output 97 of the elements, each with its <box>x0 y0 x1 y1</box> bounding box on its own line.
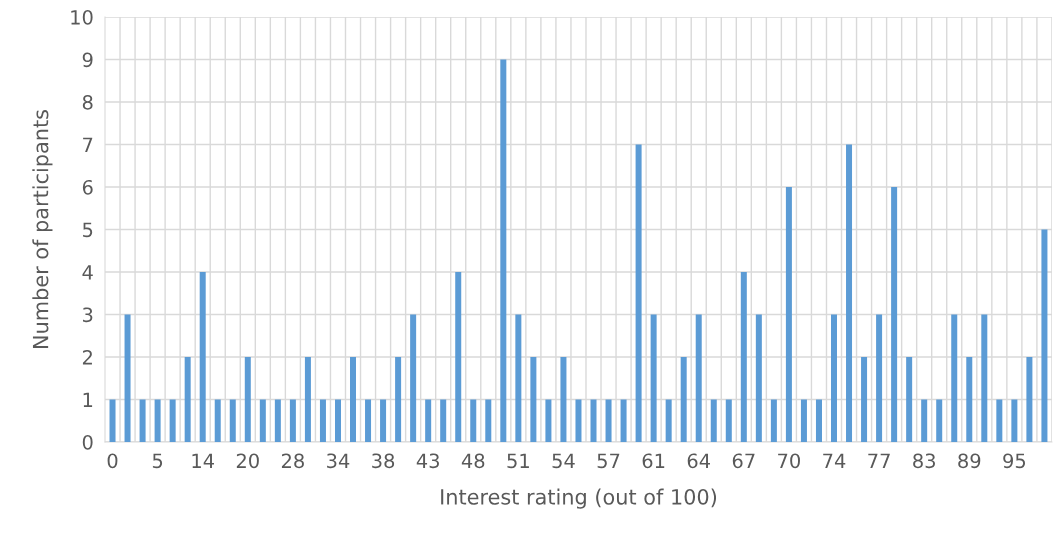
bar <box>515 314 522 442</box>
bar <box>740 272 747 442</box>
bar <box>846 144 853 442</box>
bar <box>921 399 928 442</box>
x-tick-label: 28 <box>281 453 304 469</box>
bar <box>620 399 627 442</box>
bar <box>936 399 943 442</box>
x-tick-label: 54 <box>552 453 575 469</box>
x-tick-label: 38 <box>372 453 395 469</box>
bar <box>650 314 657 442</box>
bar <box>124 314 131 442</box>
y-tick-label: 3 <box>83 307 93 323</box>
y-tick-label: 5 <box>83 222 93 238</box>
bar <box>1026 357 1033 442</box>
bar <box>139 399 146 442</box>
bar <box>590 399 597 442</box>
y-axis-title: Number of participants <box>32 110 53 348</box>
x-tick-label: 0 <box>107 453 118 469</box>
bar <box>1011 399 1018 442</box>
bar <box>154 399 161 442</box>
x-tick-label: 74 <box>823 453 846 468</box>
bar <box>966 357 973 442</box>
bar <box>425 399 432 442</box>
bar <box>951 314 958 442</box>
y-tick-label: 6 <box>82 179 93 195</box>
bar <box>785 187 792 442</box>
x-tick-label: 70 <box>778 453 800 469</box>
bar <box>665 399 672 442</box>
bar <box>861 357 868 442</box>
bar <box>259 399 266 442</box>
bar <box>996 399 1003 442</box>
x-tick-label: 64 <box>687 453 710 469</box>
bar <box>695 314 702 442</box>
bar <box>470 399 477 442</box>
bar <box>545 399 552 442</box>
bar <box>365 399 372 442</box>
bar <box>906 357 913 442</box>
bar <box>229 399 236 442</box>
y-tick-label: 4 <box>82 265 93 280</box>
bar <box>350 357 357 442</box>
x-tick-label: 5 <box>152 453 163 469</box>
y-tick-label: 7 <box>83 137 93 152</box>
bar <box>560 357 567 442</box>
bar <box>710 399 717 442</box>
bar <box>184 357 191 442</box>
bar <box>244 357 251 442</box>
bar <box>680 357 687 442</box>
x-tick-label: 34 <box>327 453 350 469</box>
bar <box>440 399 447 442</box>
y-tick-label: 9 <box>82 52 93 68</box>
bar <box>981 314 988 442</box>
bar <box>635 144 642 442</box>
bar <box>169 399 176 442</box>
bar <box>530 357 537 442</box>
bar <box>575 399 582 442</box>
bar <box>380 399 387 442</box>
bar <box>725 399 732 442</box>
bar <box>274 399 281 442</box>
bar <box>199 272 206 442</box>
bar <box>109 399 116 442</box>
bar <box>891 187 898 442</box>
bar <box>500 59 507 442</box>
bar <box>410 314 417 442</box>
x-tick-label: 95 <box>1003 453 1026 469</box>
x-tick-label: 43 <box>416 453 439 469</box>
x-tick-label: 57 <box>597 453 620 469</box>
y-tick-label: 2 <box>82 349 92 365</box>
x-tick-label: 67 <box>732 453 755 469</box>
x-tick-label: 83 <box>913 453 935 469</box>
bar <box>876 314 883 442</box>
bar <box>304 357 311 442</box>
x-tick-label: 89 <box>958 453 981 469</box>
x-axis-title: Interest rating (out of 100) <box>441 488 717 509</box>
x-tick-label: 20 <box>236 453 259 469</box>
x-tick-label: 14 <box>192 453 214 468</box>
bar <box>800 399 807 442</box>
bar <box>605 399 612 442</box>
bar <box>289 399 296 442</box>
bar <box>1041 229 1048 442</box>
x-tick-label: 51 <box>507 453 529 469</box>
x-tick-label: 77 <box>868 453 890 468</box>
y-tick-label: 0 <box>82 434 93 450</box>
bar <box>830 314 838 442</box>
bar <box>455 272 462 442</box>
bar <box>214 399 221 442</box>
bar <box>319 399 326 442</box>
y-tick-label: 1 <box>83 392 93 407</box>
x-tick-label: 61 <box>642 453 665 469</box>
x-tick-label: 48 <box>461 453 485 469</box>
bar <box>334 399 341 442</box>
bar <box>395 357 402 442</box>
y-tick-label: 8 <box>82 94 93 110</box>
y-tick-label: 10 <box>71 9 93 25</box>
bar <box>485 399 492 442</box>
bar <box>755 314 762 442</box>
bar <box>770 399 777 442</box>
bar <box>815 399 822 442</box>
